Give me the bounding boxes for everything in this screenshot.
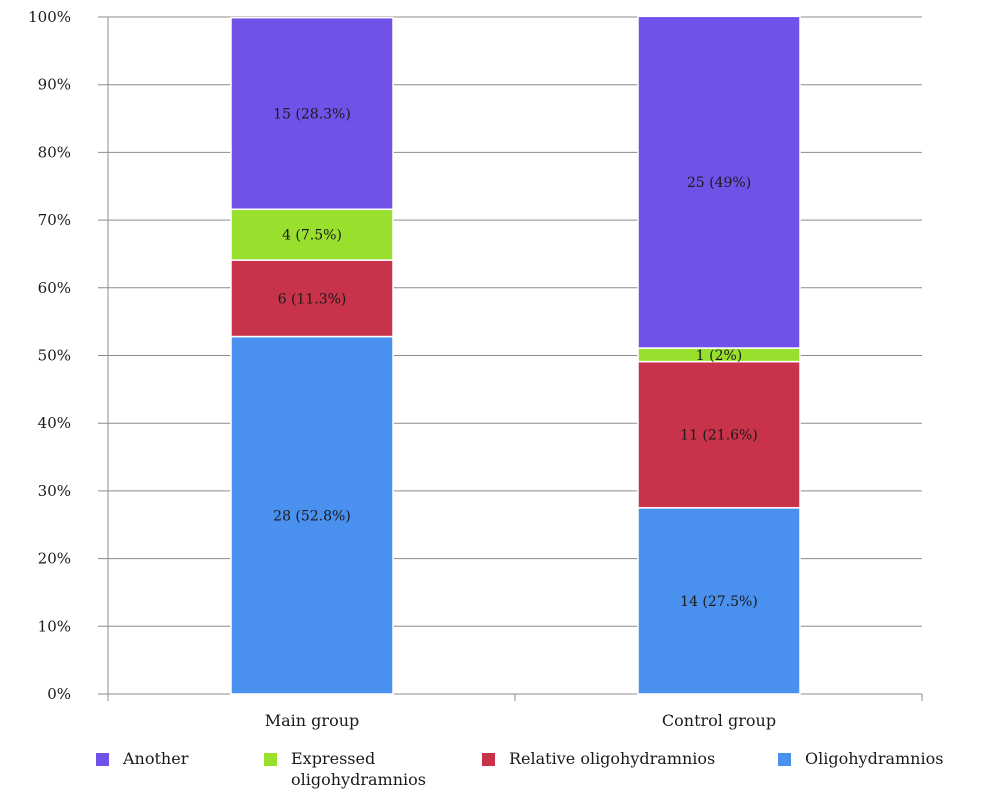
- y-tick-label: 100%: [28, 8, 71, 26]
- legend-swatch: [264, 753, 277, 766]
- y-tick-label: 80%: [38, 143, 71, 161]
- y-tick-label: 10%: [38, 617, 71, 635]
- bar-segment: [230, 208, 394, 261]
- y-tick-label: 60%: [38, 279, 71, 297]
- legend-label: Expressed oligohydramnios: [291, 749, 426, 789]
- legend-item: Another: [96, 749, 189, 768]
- bar-segment: [230, 259, 394, 338]
- legend-label-line: Expressed: [291, 749, 375, 768]
- legend-item: Relative oligohydramnios: [482, 749, 715, 768]
- data-label: 28 (52.8%): [273, 508, 351, 524]
- data-label: 6 (11.3%): [278, 291, 347, 307]
- data-label: 11 (21.6%): [680, 428, 758, 444]
- data-label: 15 (28.3%): [273, 106, 351, 122]
- data-label: 25 (49%): [687, 175, 751, 191]
- x-category-label: Main group: [265, 711, 360, 730]
- bar-segment: [230, 335, 394, 695]
- data-label: 14 (27.5%): [680, 594, 758, 610]
- bar-segment: [637, 360, 801, 509]
- y-tick-label: 50%: [38, 347, 71, 365]
- y-tick-label: 0%: [47, 685, 71, 703]
- legend-label: Oligohydramnios: [805, 749, 943, 768]
- legend-swatch: [482, 753, 495, 766]
- legend-label-line: Oligohydramnios: [805, 749, 943, 768]
- bar-segment: [230, 16, 394, 211]
- y-tick-label: 20%: [38, 550, 71, 568]
- bars: [230, 15, 801, 695]
- data-label: 1 (2%): [696, 348, 743, 364]
- legend-swatch: [96, 753, 109, 766]
- legend-item: Expressed oligohydramnios: [264, 749, 426, 789]
- y-tick-label: 70%: [38, 211, 71, 229]
- y-tick-label: 90%: [38, 76, 71, 94]
- legend-item: Oligohydramnios: [778, 749, 943, 768]
- data-label: 4 (7.5%): [282, 228, 342, 244]
- y-tick-label: 40%: [38, 414, 71, 432]
- legend-label-line: oligohydramnios: [291, 770, 426, 789]
- bar-segment: [637, 15, 801, 349]
- legend-label-line: Another: [122, 749, 189, 768]
- legend-label: Another: [122, 749, 189, 768]
- x-category-label: Control group: [662, 711, 776, 730]
- legend: Another Expressed oligohydramnios Relative …: [96, 749, 943, 789]
- y-tick-label: 30%: [38, 482, 71, 500]
- y-axis-tick-labels: 0% 10% 20% 30% 40% 50% 60% 70% 80% 90% 100%: [28, 8, 71, 703]
- data-labels: 28 (52.8%) 6 (11.3%) 4 (7.5%) 15 (28.3%) Mai…: [265, 106, 776, 730]
- legend-swatch: [778, 753, 791, 766]
- legend-label-line: Relative oligohydramnios: [509, 749, 715, 768]
- legend-label: Relative oligohydramnios: [509, 749, 715, 768]
- bar-segment: [637, 507, 801, 695]
